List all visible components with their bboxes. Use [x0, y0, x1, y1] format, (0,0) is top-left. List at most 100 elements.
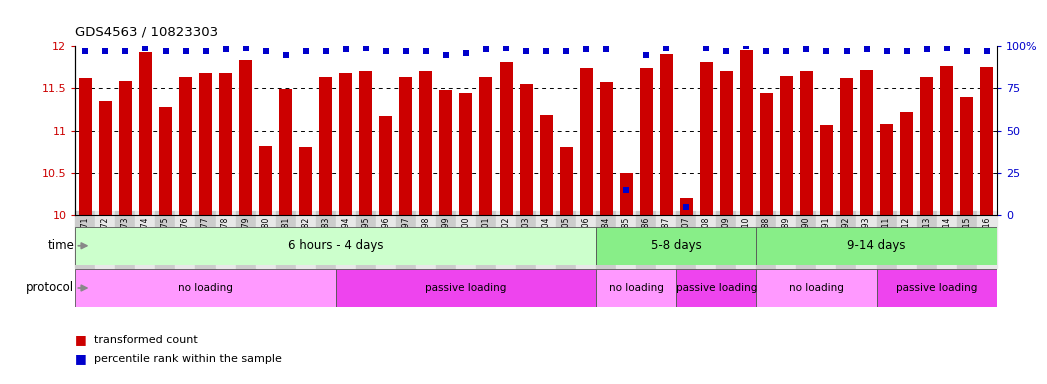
- Point: [258, 48, 274, 54]
- Point: [517, 48, 534, 54]
- Point: [698, 45, 715, 51]
- Bar: [881, 124, 893, 215]
- Point: [137, 45, 154, 51]
- Point: [378, 48, 395, 54]
- Bar: [820, 125, 833, 215]
- Text: ■: ■: [75, 353, 91, 366]
- Text: passive loading: passive loading: [425, 283, 507, 293]
- Point: [958, 48, 975, 54]
- Bar: [219, 73, 232, 215]
- Point: [177, 48, 194, 54]
- Bar: [139, 52, 152, 215]
- Bar: [756, 269, 876, 307]
- Bar: [399, 77, 413, 215]
- Point: [217, 46, 233, 53]
- Bar: [280, 89, 292, 215]
- Point: [238, 45, 254, 51]
- Text: GDS4563 / 10823303: GDS4563 / 10823303: [75, 25, 219, 38]
- Bar: [596, 269, 676, 307]
- Bar: [596, 227, 756, 265]
- Bar: [79, 78, 92, 215]
- Point: [497, 45, 514, 51]
- Bar: [179, 77, 192, 215]
- Point: [117, 48, 134, 54]
- Bar: [660, 54, 673, 215]
- Text: no loading: no loading: [608, 283, 664, 293]
- Bar: [760, 93, 773, 215]
- Bar: [480, 77, 492, 215]
- Bar: [676, 269, 756, 307]
- Bar: [75, 227, 596, 265]
- Point: [538, 48, 555, 54]
- Point: [658, 45, 674, 51]
- Point: [157, 48, 174, 54]
- Bar: [519, 84, 533, 215]
- Point: [558, 48, 575, 54]
- Text: passive loading: passive loading: [896, 283, 977, 293]
- Point: [197, 48, 214, 54]
- Bar: [960, 97, 974, 215]
- Bar: [600, 81, 612, 215]
- Bar: [379, 116, 393, 215]
- Point: [798, 46, 815, 53]
- Bar: [980, 67, 994, 215]
- Bar: [336, 269, 596, 307]
- Bar: [239, 60, 252, 215]
- Text: percentile rank within the sample: percentile rank within the sample: [94, 354, 282, 364]
- Text: no loading: no loading: [178, 283, 233, 293]
- Point: [277, 51, 294, 58]
- Point: [438, 51, 454, 58]
- Text: transformed count: transformed count: [94, 335, 198, 345]
- Text: time: time: [47, 239, 74, 252]
- Text: no loading: no loading: [789, 283, 844, 293]
- Text: passive loading: passive loading: [675, 283, 757, 293]
- Point: [638, 51, 654, 58]
- Point: [839, 48, 855, 54]
- Text: protocol: protocol: [26, 281, 74, 295]
- Text: ■: ■: [75, 333, 91, 346]
- Point: [898, 48, 915, 54]
- Bar: [876, 269, 997, 307]
- Bar: [920, 77, 933, 215]
- Bar: [620, 173, 632, 215]
- Bar: [800, 71, 812, 215]
- Point: [718, 48, 735, 54]
- Point: [458, 50, 474, 56]
- Point: [738, 43, 755, 49]
- Bar: [756, 227, 997, 265]
- Point: [578, 46, 595, 53]
- Point: [677, 204, 694, 210]
- Point: [357, 45, 374, 51]
- Bar: [359, 71, 373, 215]
- Point: [398, 48, 415, 54]
- Bar: [840, 78, 853, 215]
- Bar: [339, 73, 352, 215]
- Bar: [640, 68, 652, 215]
- Point: [618, 187, 634, 193]
- Bar: [420, 71, 432, 215]
- Bar: [119, 81, 132, 215]
- Bar: [539, 115, 553, 215]
- Bar: [860, 70, 873, 215]
- Point: [758, 48, 775, 54]
- Bar: [75, 269, 336, 307]
- Bar: [319, 77, 332, 215]
- Bar: [720, 71, 733, 215]
- Text: 5-8 days: 5-8 days: [651, 239, 701, 252]
- Point: [418, 48, 435, 54]
- Bar: [460, 93, 472, 215]
- Point: [598, 46, 615, 53]
- Bar: [699, 62, 713, 215]
- Bar: [199, 73, 213, 215]
- Bar: [900, 112, 913, 215]
- Point: [818, 48, 834, 54]
- Bar: [680, 198, 693, 215]
- Point: [859, 46, 875, 53]
- Point: [918, 46, 935, 53]
- Bar: [940, 66, 953, 215]
- Text: 9-14 days: 9-14 days: [847, 239, 906, 252]
- Bar: [440, 90, 452, 215]
- Bar: [499, 62, 513, 215]
- Bar: [580, 68, 593, 215]
- Point: [317, 48, 334, 54]
